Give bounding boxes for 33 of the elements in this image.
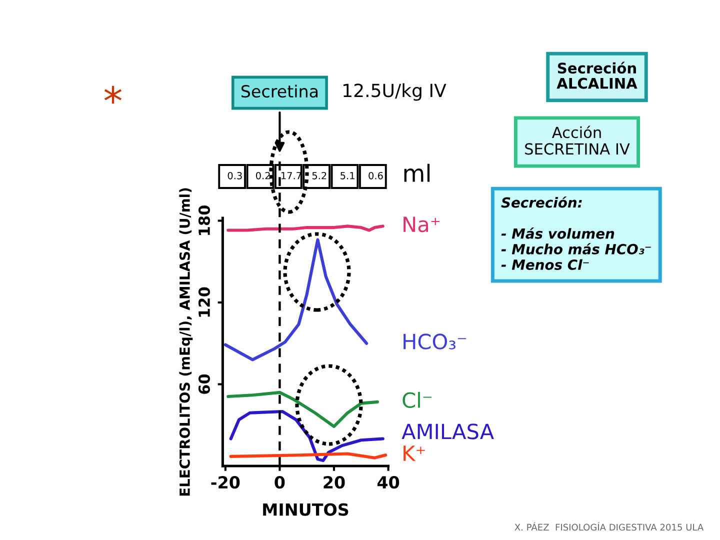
text: X. PÁEZ FISIOLOGÍA DIGESTIVA 2015 ULA bbox=[514, 522, 704, 531]
data-label: 5.2 bbox=[312, 172, 326, 180]
text: ml bbox=[404, 164, 430, 182]
data-label: 5.1 bbox=[340, 172, 354, 180]
text: - Más volumen bbox=[501, 228, 614, 239]
y-axis-title: ELECTROLITOS (mEq/l), AMILASA (U/ml) bbox=[179, 188, 193, 496]
ref-line-label: Secretina bbox=[241, 84, 318, 98]
series-label: Na⁺ bbox=[404, 216, 440, 232]
line-series bbox=[224, 238, 368, 362]
x-tick-label: 40 bbox=[377, 476, 400, 489]
y-tick-label: 180 bbox=[198, 206, 210, 235]
data-label: 0.6 bbox=[368, 172, 383, 180]
series-label: Cl⁻ bbox=[402, 392, 432, 408]
series-label: HCO₃⁻ bbox=[404, 334, 466, 350]
text: - Menos Cl⁻ bbox=[501, 259, 589, 270]
text: Secreción: bbox=[501, 196, 582, 208]
text: * bbox=[104, 86, 122, 104]
x-tick-label: 20 bbox=[324, 476, 345, 489]
text: Acción SECRETINA IV bbox=[525, 126, 630, 155]
y-tick-label: 120 bbox=[198, 287, 210, 317]
text: 12.5U/kg IV bbox=[344, 83, 446, 101]
x-tick-label: 0 bbox=[274, 476, 285, 489]
series-label: AMILASA bbox=[402, 424, 494, 440]
x-axis-title: MINUTOS bbox=[263, 503, 348, 516]
x-tick-label: -20 bbox=[211, 476, 240, 489]
data-label: 0.2 bbox=[256, 172, 270, 180]
text: Secreción ALCALINA bbox=[556, 62, 638, 89]
data-label: 0.3 bbox=[228, 172, 242, 180]
data-label: 17.7 bbox=[281, 172, 302, 180]
series-label: K⁺ bbox=[404, 446, 425, 461]
text: - Mucho más HCO₃⁻ bbox=[501, 243, 651, 254]
line-series bbox=[226, 390, 379, 428]
y-tick-label: 60 bbox=[198, 374, 210, 394]
